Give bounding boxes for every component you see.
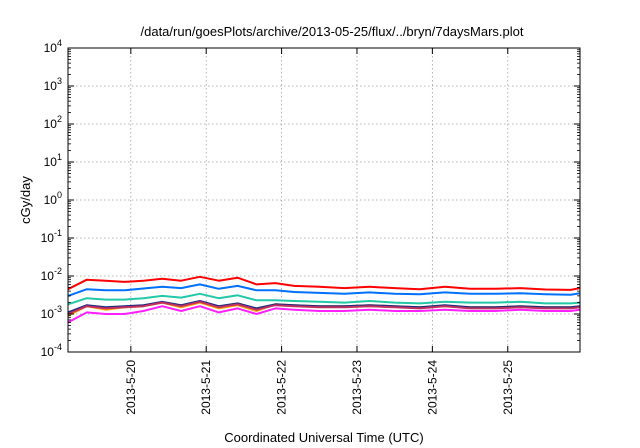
y-tick-exponent: 0: [57, 190, 62, 200]
x-tick-label: 2013-5-23: [350, 360, 364, 415]
x-tick-label: 2013-5-21: [199, 360, 213, 415]
y-tick-base: 10: [44, 155, 58, 169]
y-tick-exponent: 3: [57, 76, 62, 86]
y-tick-exponent: -2: [54, 266, 62, 276]
y-tick-base: 10: [41, 307, 55, 321]
series-line-6: [67, 300, 581, 315]
x-tick-label: 2013-5-24: [425, 360, 439, 415]
y-tick-base: 10: [41, 345, 55, 359]
y-tick-base: 10: [44, 117, 58, 131]
y-tick-label: 102: [44, 114, 62, 131]
x-tick-label: 2013-5-22: [275, 360, 289, 415]
y-tick-base: 10: [41, 231, 55, 245]
y-tick-exponent: -4: [54, 342, 62, 352]
y-tick-label: 10-2: [41, 266, 62, 283]
x-tick-label: 2013-5-25: [501, 360, 515, 415]
y-tick-base: 10: [44, 79, 58, 93]
y-tick-base: 10: [41, 269, 55, 283]
x-axis-label: Coordinated Universal Time (UTC): [224, 430, 423, 445]
y-tick-base: 10: [44, 41, 58, 55]
y-tick-exponent: -1: [54, 228, 62, 238]
y-tick-base: 10: [44, 193, 58, 207]
y-axis-label: cGy/day: [18, 176, 33, 224]
series-line-7: [67, 305, 581, 324]
y-tick-exponent: 2: [57, 114, 62, 124]
x-axis: 2013-5-20 2013-5-21 2013-5-22 2013-5-23 2013…: [124, 48, 515, 415]
series-line-1: [67, 275, 581, 291]
series-line-2: [67, 283, 581, 297]
chart-title: /data/run/goesPlots/archive/2013-05-25/f…: [141, 24, 524, 39]
y-tick-label: 101: [44, 152, 62, 169]
series-group: [67, 275, 581, 324]
y-tick-label: 104: [44, 38, 62, 55]
y-tick-exponent: -3: [54, 304, 62, 314]
series-line-3: [67, 292, 581, 306]
y-tick-label: 10-3: [41, 304, 62, 321]
y-tick-exponent: 4: [57, 38, 62, 48]
y-tick-exponent: 1: [57, 152, 62, 162]
y-tick-label: 10-4: [41, 342, 62, 359]
y-tick-label: 100: [44, 190, 62, 207]
y-tick-label: 103: [44, 76, 62, 93]
y-tick-label: 10-1: [41, 228, 62, 245]
x-tick-label: 2013-5-20: [124, 360, 138, 415]
